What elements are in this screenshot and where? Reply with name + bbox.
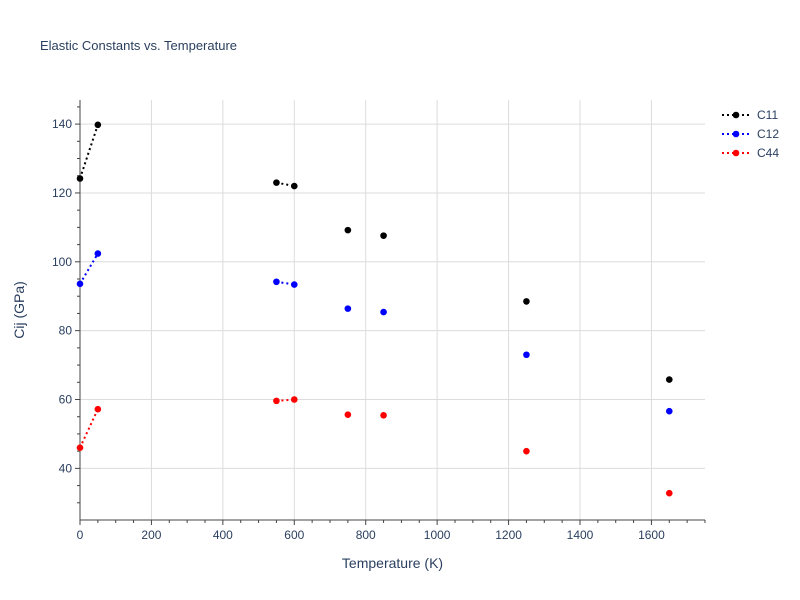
x-tick-label: 600: [284, 528, 304, 542]
data-point[interactable]: [665, 376, 673, 383]
series-line-segment: [79, 408, 99, 449]
y-tick-label: 40: [59, 461, 73, 475]
series-c11: [76, 121, 673, 383]
data-point[interactable]: [273, 179, 280, 186]
x-tick-label: 200: [141, 528, 161, 542]
axes-layer: 0 200 400 600 800 1000 1200 1400 1600 40 60 80 100 12…: [52, 100, 706, 542]
y-axis-title: Cij (GPa): [11, 281, 27, 339]
legend-marker-swatch: [732, 111, 740, 119]
x-tick-label: 400: [213, 528, 233, 542]
chart-title: Elastic Constants vs. Temperature: [40, 38, 238, 53]
data-point[interactable]: [76, 444, 84, 452]
x-tick-label: 800: [356, 528, 376, 542]
data-point[interactable]: [76, 280, 84, 288]
data-point[interactable]: [344, 226, 352, 234]
data-point[interactable]: [290, 281, 298, 288]
legend-label: C11: [757, 108, 778, 122]
data-point[interactable]: [94, 250, 102, 257]
y-tick-label: 60: [59, 393, 73, 407]
data-point[interactable]: [94, 121, 102, 129]
y-tick-label: 80: [59, 324, 73, 338]
legend-item-c12[interactable]: C12: [722, 127, 779, 141]
legend[interactable]: C11 C12 C44: [722, 108, 779, 160]
data-point[interactable]: [273, 397, 280, 405]
legend-item-c11[interactable]: C11: [722, 108, 778, 122]
series-c44: [76, 396, 673, 497]
grid-layer: [80, 100, 705, 520]
series-layer: [76, 121, 673, 497]
y-tick-label: 140: [52, 117, 72, 131]
data-point[interactable]: [380, 232, 387, 239]
x-tick-label: 1000: [424, 528, 451, 542]
series-c12: [76, 250, 673, 415]
legend-marker-swatch: [732, 149, 740, 157]
data-point[interactable]: [523, 447, 530, 455]
data-point[interactable]: [380, 412, 387, 419]
y-tick-label: 120: [52, 186, 72, 200]
x-tick-label: 1600: [638, 528, 665, 542]
y-tick-label: 100: [52, 255, 72, 269]
data-point[interactable]: [76, 175, 84, 182]
data-point[interactable]: [665, 489, 673, 497]
data-point[interactable]: [523, 298, 530, 305]
series-line-segment: [79, 253, 99, 285]
x-tick-label: 1400: [567, 528, 594, 542]
data-point[interactable]: [380, 308, 387, 316]
x-tick-label: 1200: [495, 528, 522, 542]
data-point[interactable]: [273, 278, 280, 286]
legend-label: C12: [757, 127, 779, 141]
legend-item-c44[interactable]: C44: [722, 146, 779, 160]
data-point[interactable]: [344, 411, 352, 418]
x-tick-label: 0: [77, 528, 84, 542]
legend-marker-swatch: [732, 130, 740, 138]
data-point[interactable]: [665, 407, 673, 415]
data-point[interactable]: [290, 182, 298, 190]
data-point[interactable]: [344, 305, 352, 312]
series-line-segment: [79, 124, 99, 179]
x-axis-title: Temperature (K): [342, 555, 443, 571]
data-point[interactable]: [523, 351, 530, 359]
data-point[interactable]: [94, 405, 102, 413]
legend-label: C44: [757, 146, 779, 160]
data-point[interactable]: [290, 396, 298, 403]
